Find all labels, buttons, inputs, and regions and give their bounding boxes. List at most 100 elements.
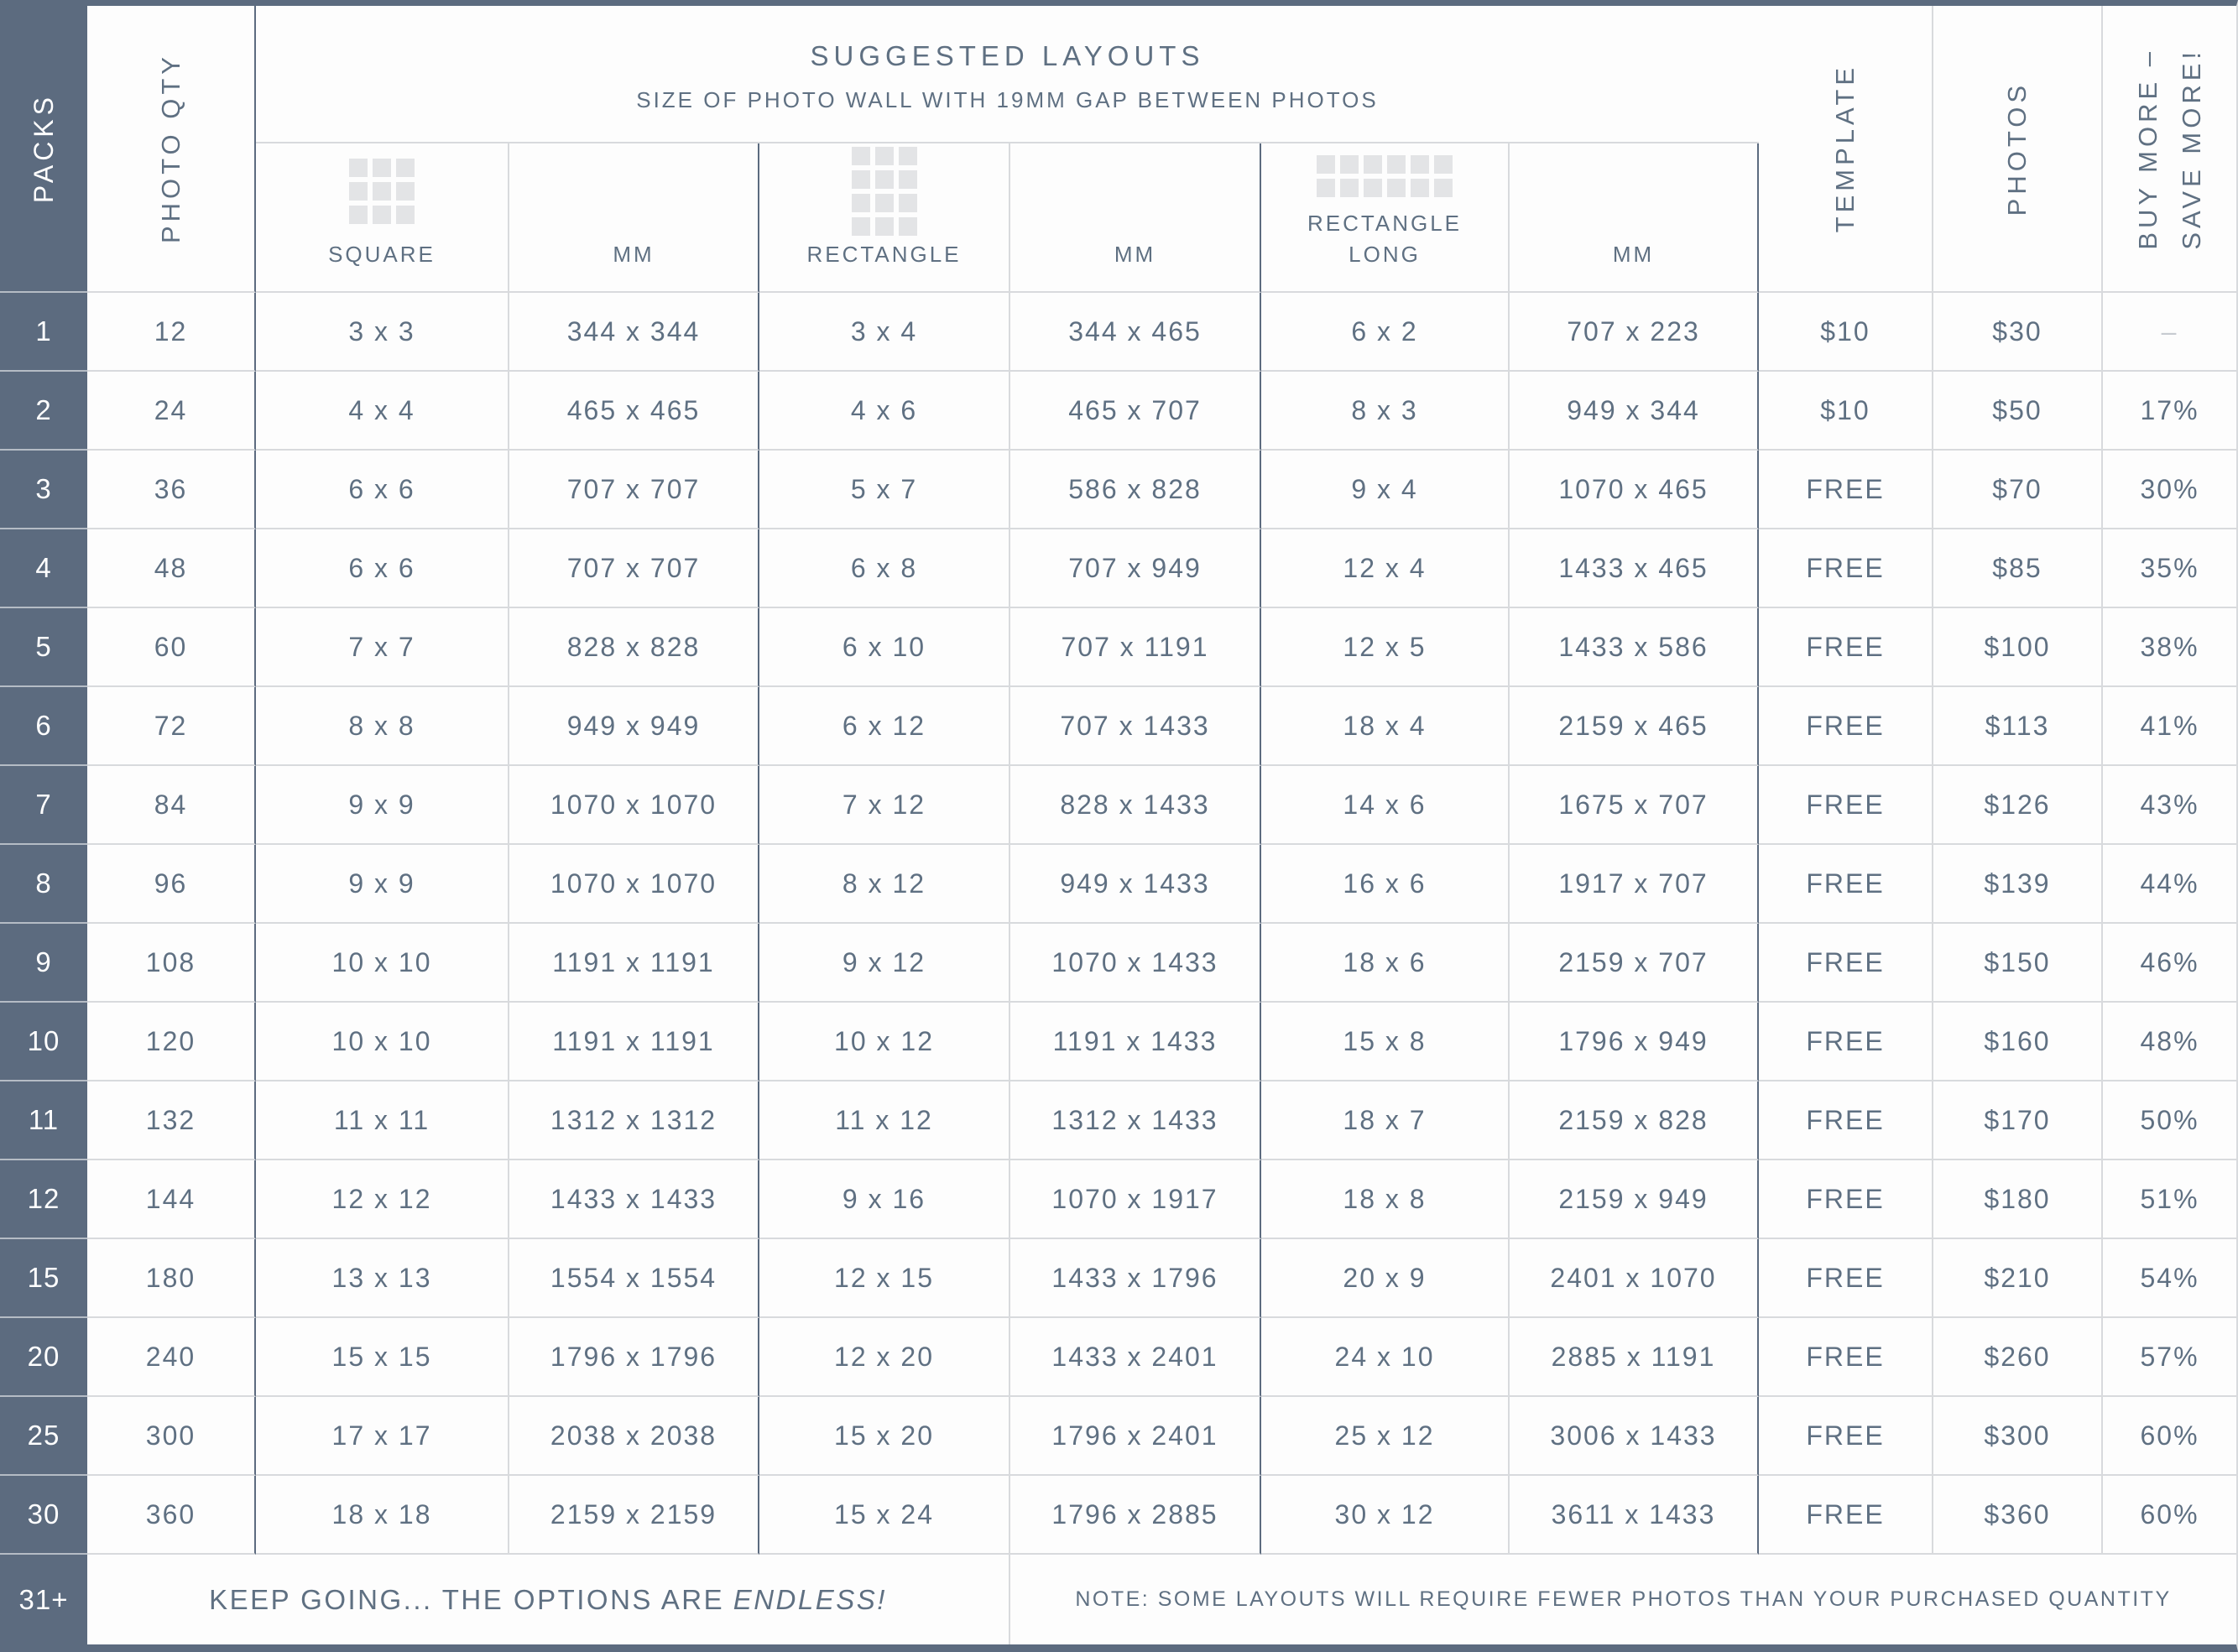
cell-square-layout: 18 x 18 bbox=[256, 1476, 509, 1555]
cell-square-layout: 17 x 17 bbox=[256, 1397, 509, 1476]
cell-square-mm: 2038 x 2038 bbox=[509, 1397, 759, 1476]
cell-save-percent: 44% bbox=[2103, 845, 2236, 924]
cell-save-percent: 48% bbox=[2103, 1003, 2236, 1081]
column-label-rectangle: RECTANGLE bbox=[806, 241, 962, 267]
cell-square-layout: 13 x 13 bbox=[256, 1239, 509, 1318]
cell-rectangle-mm: 1191 x 1433 bbox=[1010, 1003, 1261, 1081]
cell-photos-price: $210 bbox=[1933, 1239, 2103, 1318]
cell-template-price: FREE bbox=[1759, 529, 1933, 608]
photos-column-header: PHOTOS bbox=[1933, 6, 2103, 293]
template-column-header: TEMPLATE bbox=[1759, 6, 1933, 293]
cell-rectangle-mm: 1796 x 2401 bbox=[1010, 1397, 1261, 1476]
cell-photo-qty: 240 bbox=[87, 1318, 256, 1397]
cell-photo-qty: 24 bbox=[87, 372, 256, 451]
cell-rectangle-long-layout: 8 x 3 bbox=[1261, 372, 1510, 451]
suggested-layouts-title: SUGGESTED LAYOUTS bbox=[810, 39, 1205, 71]
column-header-mm-rectangle: MM bbox=[1010, 143, 1261, 293]
cell-rectangle-long-layout: 18 x 7 bbox=[1261, 1081, 1510, 1160]
cell-save-percent: 17% bbox=[2103, 372, 2236, 451]
cell-pack: 15 bbox=[0, 1239, 87, 1318]
cell-square-mm: 1191 x 1191 bbox=[509, 1003, 759, 1081]
cell-template-price: $10 bbox=[1759, 372, 1933, 451]
cell-save-percent: 57% bbox=[2103, 1318, 2236, 1397]
cell-rectangle-mm: 1433 x 1796 bbox=[1010, 1239, 1261, 1318]
column-label-mm: MM bbox=[1612, 241, 1655, 267]
cell-rectangle-long-mm: 3006 x 1433 bbox=[1510, 1397, 1759, 1476]
cell-rectangle-long-layout: 16 x 6 bbox=[1261, 845, 1510, 924]
cell-pack: 6 bbox=[0, 687, 87, 766]
cell-template-price: FREE bbox=[1759, 766, 1933, 845]
cell-photos-price: $85 bbox=[1933, 529, 2103, 608]
cell-square-mm: 2159 x 2159 bbox=[509, 1476, 759, 1555]
cell-rectangle-long-mm: 1433 x 465 bbox=[1510, 529, 1759, 608]
cell-rectangle-long-mm: 2159 x 465 bbox=[1510, 687, 1759, 766]
cell-pack: 4 bbox=[0, 529, 87, 608]
cell-pack: 11 bbox=[0, 1081, 87, 1160]
photos-column-label: PHOTOS bbox=[2002, 81, 2032, 216]
cell-rectangle-layout: 8 x 12 bbox=[759, 845, 1010, 924]
footer-keep-going-text: KEEP GOING... THE OPTIONS ARE bbox=[209, 1583, 725, 1615]
cell-rectangle-layout: 10 x 12 bbox=[759, 1003, 1010, 1081]
cell-photos-price: $50 bbox=[1933, 372, 2103, 451]
footer-note: NOTE: SOME LAYOUTS WILL REQUIRE FEWER PH… bbox=[1075, 1587, 2172, 1611]
cell-rectangle-layout: 6 x 12 bbox=[759, 687, 1010, 766]
cell-square-layout: 6 x 6 bbox=[256, 451, 509, 529]
column-label-mm: MM bbox=[613, 241, 655, 267]
column-header-mm-square: MM bbox=[509, 143, 759, 293]
cell-square-layout: 9 x 9 bbox=[256, 845, 509, 924]
cell-photo-qty: 36 bbox=[87, 451, 256, 529]
cell-rectangle-layout: 3 x 4 bbox=[759, 293, 1010, 372]
cell-rectangle-mm: 707 x 949 bbox=[1010, 529, 1261, 608]
cell-photos-price: $150 bbox=[1933, 924, 2103, 1003]
cell-square-mm: 1433 x 1433 bbox=[509, 1160, 759, 1239]
cell-photo-qty: 60 bbox=[87, 608, 256, 687]
cell-photo-qty: 144 bbox=[87, 1160, 256, 1239]
cell-save-percent: 54% bbox=[2103, 1239, 2236, 1318]
column-header-mm-rectangle-long: MM bbox=[1510, 143, 1759, 293]
cell-rectangle-layout: 4 x 6 bbox=[759, 372, 1010, 451]
column-header-square: SQUARE bbox=[256, 143, 509, 293]
cell-template-price: FREE bbox=[1759, 608, 1933, 687]
cell-square-mm: 949 x 949 bbox=[509, 687, 759, 766]
cell-square-mm: 1070 x 1070 bbox=[509, 766, 759, 845]
cell-square-mm: 465 x 465 bbox=[509, 372, 759, 451]
cell-template-price: FREE bbox=[1759, 1081, 1933, 1160]
cell-rectangle-long-layout: 18 x 8 bbox=[1261, 1160, 1510, 1239]
cell-rectangle-long-layout: 15 x 8 bbox=[1261, 1003, 1510, 1081]
buy-more-label-line1: BUY MORE – bbox=[2132, 47, 2162, 250]
cell-pack: 10 bbox=[0, 1003, 87, 1081]
cell-pack: 9 bbox=[0, 924, 87, 1003]
cell-rectangle-long-mm: 2159 x 828 bbox=[1510, 1081, 1759, 1160]
rectangle-grid-icon bbox=[851, 146, 917, 236]
cell-rectangle-long-layout: 20 x 9 bbox=[1261, 1239, 1510, 1318]
footer-pack-31plus: 31+ bbox=[0, 1555, 87, 1644]
cell-rectangle-layout: 5 x 7 bbox=[759, 451, 1010, 529]
cell-square-mm: 1312 x 1312 bbox=[509, 1081, 759, 1160]
cell-photo-qty: 360 bbox=[87, 1476, 256, 1555]
cell-rectangle-mm: 949 x 1433 bbox=[1010, 845, 1261, 924]
column-header-rectangle: RECTANGLE bbox=[759, 143, 1010, 293]
suggested-layouts-subtitle: SIZE OF PHOTO WALL WITH 19MM GAP BETWEEN… bbox=[636, 86, 1379, 112]
cell-rectangle-long-layout: 14 x 6 bbox=[1261, 766, 1510, 845]
cell-rectangle-layout: 15 x 20 bbox=[759, 1397, 1010, 1476]
cell-save-percent: 60% bbox=[2103, 1476, 2236, 1555]
cell-rectangle-long-mm: 1675 x 707 bbox=[1510, 766, 1759, 845]
cell-square-layout: 6 x 6 bbox=[256, 529, 509, 608]
cell-rectangle-layout: 6 x 8 bbox=[759, 529, 1010, 608]
cell-template-price: FREE bbox=[1759, 845, 1933, 924]
cell-photos-price: $360 bbox=[1933, 1476, 2103, 1555]
cell-pack: 1 bbox=[0, 293, 87, 372]
cell-save-percent: 35% bbox=[2103, 529, 2236, 608]
cell-photos-price: $113 bbox=[1933, 687, 2103, 766]
cell-save-percent: – bbox=[2103, 293, 2236, 372]
cell-pack: 5 bbox=[0, 608, 87, 687]
cell-pack: 30 bbox=[0, 1476, 87, 1555]
cell-photo-qty: 96 bbox=[87, 845, 256, 924]
cell-save-percent: 30% bbox=[2103, 451, 2236, 529]
cell-photos-price: $70 bbox=[1933, 451, 2103, 529]
cell-rectangle-layout: 12 x 15 bbox=[759, 1239, 1010, 1318]
cell-rectangle-long-mm: 2159 x 707 bbox=[1510, 924, 1759, 1003]
cell-rectangle-layout: 9 x 12 bbox=[759, 924, 1010, 1003]
cell-square-mm: 707 x 707 bbox=[509, 529, 759, 608]
